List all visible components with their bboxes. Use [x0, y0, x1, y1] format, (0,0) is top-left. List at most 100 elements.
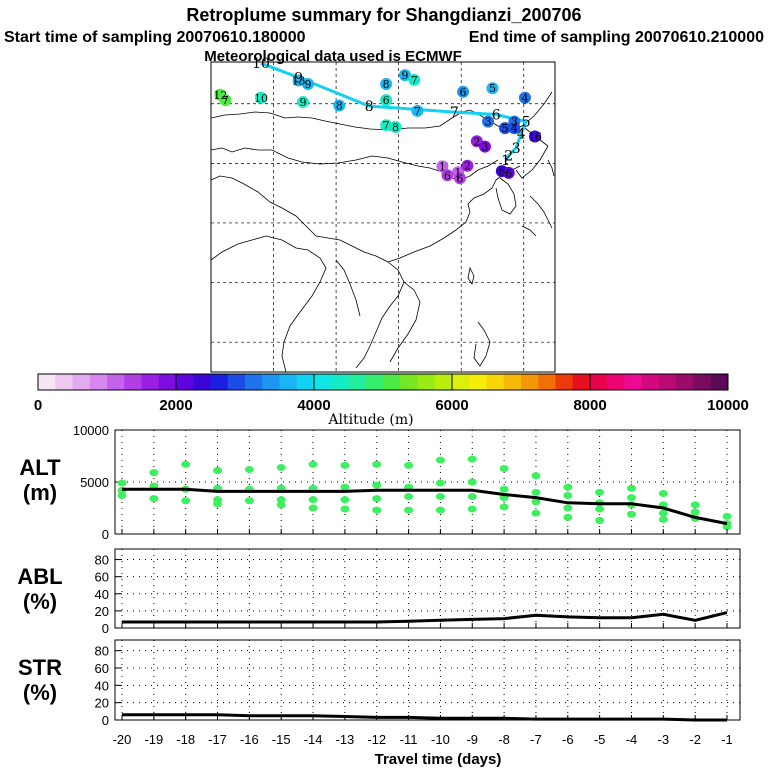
plume-dot-16: [518, 91, 531, 104]
spread-point-44: [499, 464, 509, 472]
spread-point-64: [658, 489, 668, 497]
colorbar-segment-23: [434, 374, 453, 390]
colorbar-tick-0: 0: [34, 397, 42, 414]
spread-point-38: [435, 493, 445, 501]
plume-label-3: 9: [401, 69, 408, 82]
plume-label-30: 6: [505, 167, 512, 180]
plume-label-4: 7: [411, 74, 418, 87]
spread-point-27: [340, 505, 350, 513]
plume-label-19: 5: [501, 122, 508, 135]
x-tick-label-8: -12: [367, 732, 386, 747]
y-tick-label-3: 60: [95, 661, 109, 676]
x-tick-label-15: -5: [594, 732, 606, 747]
colorbar-segment-26: [486, 374, 505, 390]
x-tick-label-2: -18: [176, 732, 195, 747]
spread-point-39: [435, 506, 445, 514]
y-tick-label-1: 5000: [80, 475, 109, 490]
x-tick-label-5: -15: [272, 732, 291, 747]
start-time: Start time of sampling 20070610.180000: [4, 29, 306, 46]
panel-label-line: (m): [23, 480, 57, 505]
colorbar-segment-29: [538, 374, 556, 390]
colorbar-tick-2: 4000: [297, 397, 330, 414]
spread-point-31: [372, 506, 382, 514]
colorbar-segment-27: [503, 374, 522, 390]
spread-point-15: [244, 497, 254, 505]
x-tick-label-14: -6: [562, 732, 574, 747]
y-tick-label-1: 20: [95, 696, 109, 711]
colorbar-segment-39: [710, 374, 729, 390]
colorbar-segment-32: [590, 374, 608, 390]
altitude-colorbar: [37, 373, 729, 391]
plume-label-21: 16: [528, 131, 542, 144]
panel-frame: [114, 548, 741, 629]
plume-dot-3: [398, 69, 411, 82]
x-axis-label: Travel time (days): [375, 751, 502, 768]
panel-label-line: STR: [18, 655, 62, 680]
colorbar-segment-35: [641, 374, 660, 390]
x-tick-label-10: -10: [431, 732, 450, 747]
trajectory-label-6: 7: [450, 105, 459, 121]
colorbar-segment-34: [624, 374, 643, 390]
colorbar-segment-25: [469, 374, 487, 390]
spread-point-63: [626, 510, 636, 518]
spread-point-19: [276, 501, 286, 509]
spread-point-29: [372, 481, 382, 489]
spread-point-13: [244, 466, 254, 474]
colorbar-segment-18: [348, 374, 367, 390]
spread-point-36: [435, 456, 445, 464]
spread-point-50: [531, 498, 541, 506]
x-tick-label-18: -2: [689, 732, 701, 747]
spread-point-54: [563, 504, 573, 512]
x-tick-label-1: -19: [144, 732, 163, 747]
spread-point-67: [658, 515, 668, 523]
spread-point-37: [435, 479, 445, 487]
spread-point-49: [531, 488, 541, 496]
spread-point-20: [308, 460, 318, 468]
spread-point-51: [531, 509, 541, 517]
plume-label-0: 13: [292, 74, 306, 87]
colorbar-segment-19: [365, 374, 384, 390]
spread-point-26: [340, 496, 350, 504]
panel-alt: 0 5000 10000 ALT(m): [19, 423, 741, 542]
map-graticule: [211, 62, 555, 372]
spread-point-73: [722, 523, 732, 531]
colorbar-frame: [37, 373, 729, 391]
x-tick-label-9: -11: [400, 732, 418, 747]
border-mongolia-china: [258, 149, 499, 181]
x-tick-label-13: -7: [530, 732, 542, 747]
spread-point-0: [117, 479, 127, 487]
colorbar-segment-13: [262, 374, 280, 390]
plume-dot-21: [528, 130, 541, 143]
colorbar-segment-9: [193, 374, 211, 390]
plume-label-7: 10: [254, 92, 268, 105]
colorbar-segment-7: [158, 374, 177, 390]
plume-dot-12: [380, 119, 393, 132]
spread-point-58: [595, 505, 605, 513]
plume-label-26: 2: [464, 160, 471, 173]
spread-point-9: [213, 467, 223, 475]
spread-point-61: [626, 494, 636, 502]
colorbar-segment-38: [693, 374, 712, 390]
plume-dot-15: [486, 82, 499, 95]
panel-label-line: ALT: [19, 455, 61, 480]
colorbar-segment-6: [141, 374, 160, 390]
spread-point-3: [149, 469, 159, 477]
x-tick-label-6: -14: [304, 732, 323, 747]
plume-dot-13: [389, 120, 402, 133]
plume-label-16: 4: [521, 92, 528, 105]
spread-point-16: [276, 463, 286, 471]
plume-label-12: 7: [383, 119, 390, 132]
abl-line: [122, 611, 728, 624]
spread-point-66: [658, 509, 668, 517]
colorbar-segment-0: [38, 374, 56, 390]
trajectory-label-2: 3: [512, 141, 521, 157]
plume-dot-17: [482, 115, 495, 128]
spread-point-8: [181, 497, 191, 505]
y-tick-label-3: 60: [95, 570, 109, 585]
colorbar-segment-24: [452, 374, 470, 390]
colorbar-tick-5: 10000: [707, 397, 749, 414]
spread-point-35: [404, 506, 414, 514]
